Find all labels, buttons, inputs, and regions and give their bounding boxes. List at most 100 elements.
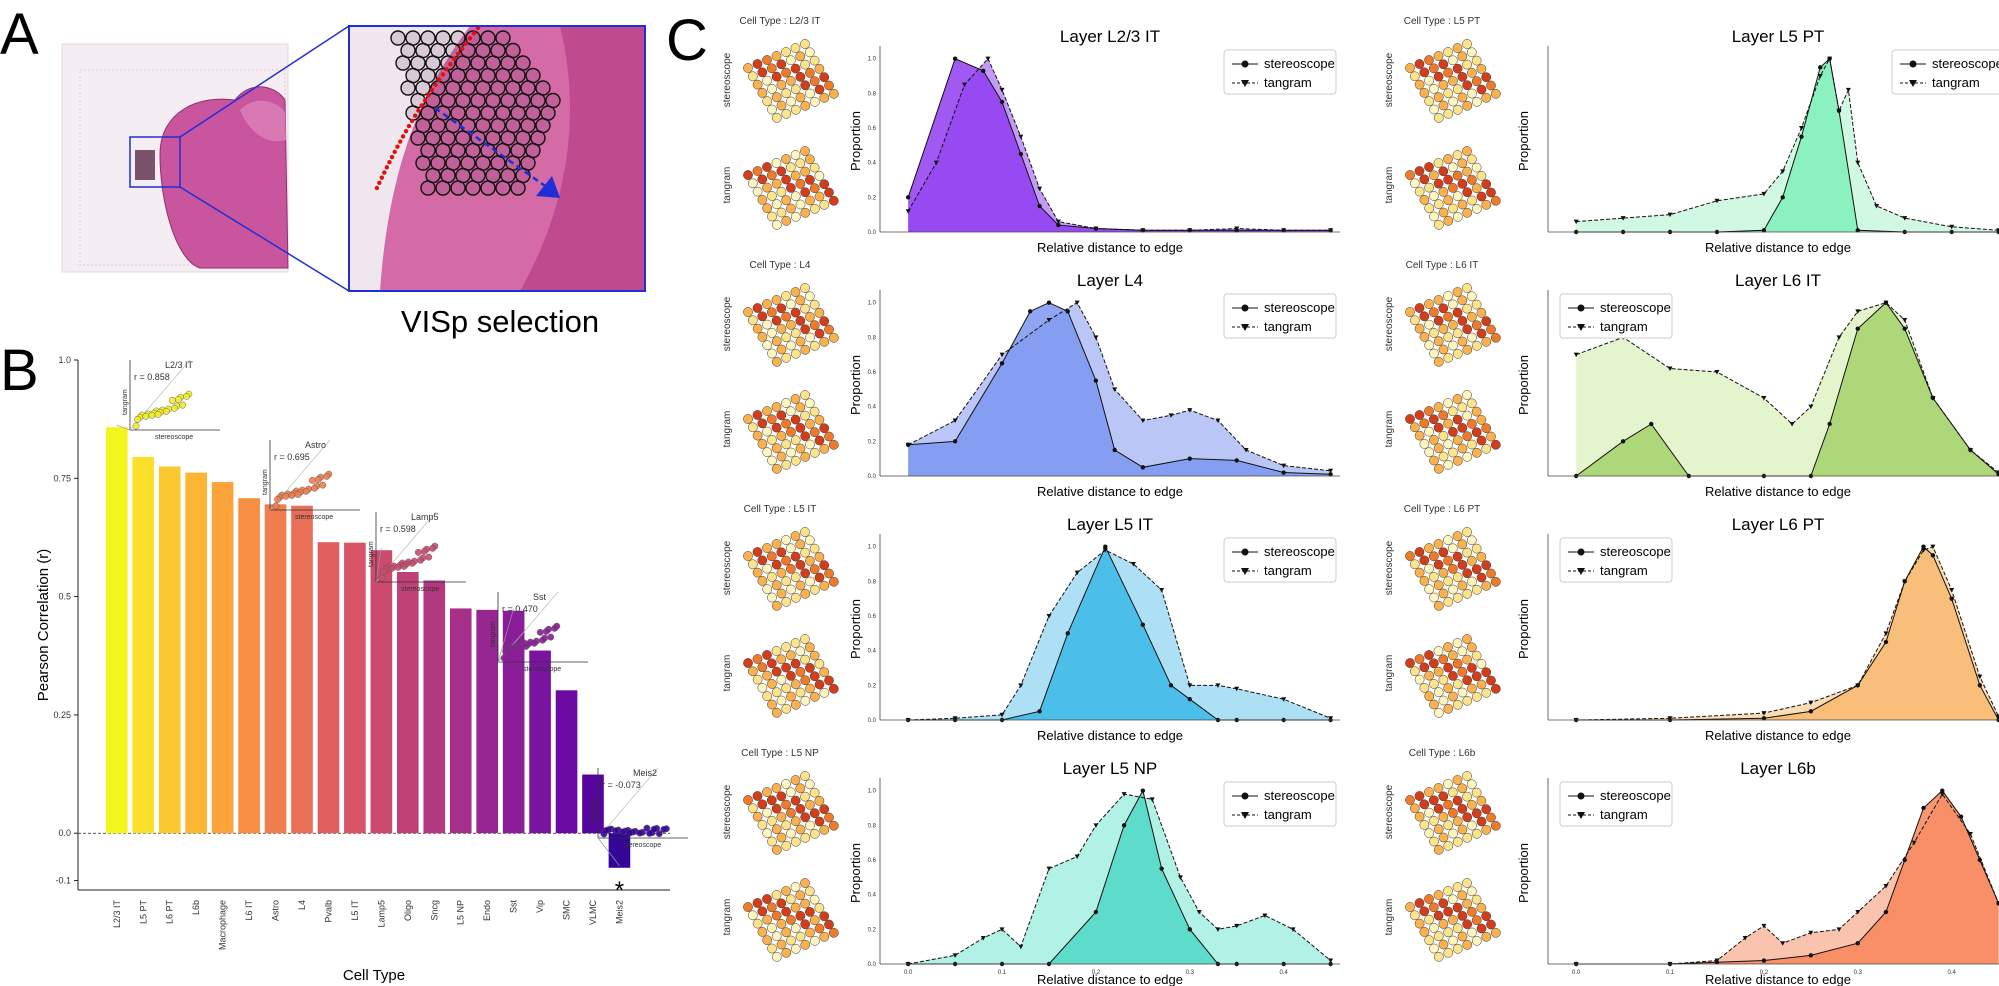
edge-marker-dot [389, 154, 395, 160]
hex-spot [752, 303, 763, 313]
x-axis-title: Relative distance to edge [1037, 484, 1183, 499]
hex-spot [771, 92, 782, 103]
y-axis-title: Proportion [1516, 843, 1531, 903]
spot [405, 105, 421, 121]
x-tick-label: 0.3 [1854, 970, 1863, 976]
y-tick-label: 0.2 [868, 439, 877, 445]
spot [410, 130, 426, 146]
hex-spot [781, 683, 792, 694]
hex-spot [1405, 307, 1415, 317]
inset-point [414, 548, 422, 556]
edge-marker-dot [409, 118, 415, 124]
bar [449, 608, 472, 834]
significance-marker: * [615, 877, 624, 904]
hex-spot [1448, 564, 1458, 574]
stereoscope-row-label: stereoscope [1384, 296, 1395, 351]
hex-spot [767, 328, 777, 338]
hex-spot [1424, 935, 1435, 946]
edge-marker-dot [374, 185, 380, 191]
hex-spot [771, 463, 782, 474]
spot [390, 30, 406, 46]
x-tick-label: Meis2 [614, 900, 624, 924]
stereoscope-point [952, 56, 958, 61]
x-tick-label: Macrophage [218, 900, 228, 950]
hex-spot [1433, 336, 1444, 347]
hex-spot [1462, 878, 1472, 888]
inset-point [134, 415, 142, 423]
hex-spot [767, 836, 777, 847]
hex-spot [776, 100, 787, 111]
hex-spot [1448, 203, 1458, 214]
tangram-point [1140, 228, 1146, 233]
stereoscope-point [1799, 134, 1804, 139]
hex-spot [809, 55, 820, 66]
edge-marker-dot [384, 165, 390, 170]
hex-spot [786, 320, 796, 330]
hex-spot [1433, 443, 1444, 454]
hex-spot [795, 560, 806, 570]
y-axis-title: Proportion [848, 843, 863, 903]
hex-spot [805, 175, 815, 185]
hex-spot [757, 439, 768, 449]
y-tick-label: 1.0 [868, 789, 877, 795]
hex-spot [1462, 303, 1472, 314]
y-axis-title: Proportion [1516, 355, 1531, 415]
y-axis-title: Pearson Correlation (r) [35, 549, 52, 702]
hex-spot [766, 658, 777, 669]
y-axis-title: Proportion [848, 355, 863, 415]
stereoscope-point [1855, 326, 1860, 331]
hex-spot [1452, 638, 1463, 648]
hex-spot [786, 203, 796, 214]
legend-marker-tangram [1577, 812, 1585, 819]
hex-spot [747, 559, 758, 570]
hex-spot [1429, 191, 1439, 201]
tangram-line [1576, 546, 1999, 721]
hex-spot [771, 51, 782, 61]
edge-marker-dot [392, 149, 397, 155]
tangram-point [1121, 792, 1127, 797]
hex-spot [781, 947, 792, 958]
y-tick-label: 0.8 [868, 823, 877, 829]
hex-spot [1424, 914, 1434, 925]
x-axis-title: Relative distance to edge [1705, 484, 1851, 499]
tangram-point [1140, 418, 1146, 424]
inset-point [183, 392, 191, 400]
hex-spot [805, 419, 815, 429]
hex-spot [809, 543, 820, 554]
tangram-point [1196, 910, 1202, 915]
hex-spot [814, 572, 825, 583]
cell-type-label: Cell Type : L6b [1409, 748, 1476, 759]
hex-spot [1424, 319, 1434, 330]
tangram-point [1780, 941, 1786, 946]
stereoscope-point [1855, 228, 1860, 233]
hex-spot [1467, 88, 1477, 99]
hex-spot [1471, 447, 1482, 458]
hex-spot [805, 800, 815, 810]
stereoscope-line [1576, 545, 1999, 721]
hex-spot [1452, 348, 1463, 359]
hex-spot [771, 890, 782, 900]
hex-spot [1452, 84, 1463, 95]
hex-spot [800, 939, 811, 950]
hex-spot [771, 356, 782, 367]
hex-spot [771, 844, 782, 855]
hex-spot [1462, 390, 1472, 400]
hex-spot [781, 535, 791, 545]
hex-spot [1462, 410, 1472, 421]
stereoscope-point [1140, 788, 1146, 793]
spot [465, 180, 481, 196]
hex-spot [1471, 828, 1482, 839]
tangram-point [905, 442, 911, 448]
hex-spot [1471, 564, 1482, 575]
hex-spot [790, 63, 801, 74]
stereoscope-point [1761, 228, 1767, 233]
spot [435, 180, 451, 196]
stereoscope-point [1168, 683, 1174, 688]
hex-spot [1433, 559, 1444, 570]
hex-spot [1429, 923, 1439, 933]
tangram-point [1789, 422, 1795, 427]
hex-spot [1452, 816, 1463, 827]
hex-spot [1467, 800, 1477, 810]
hex-spot [1438, 451, 1449, 462]
hex-spot [1414, 430, 1425, 441]
